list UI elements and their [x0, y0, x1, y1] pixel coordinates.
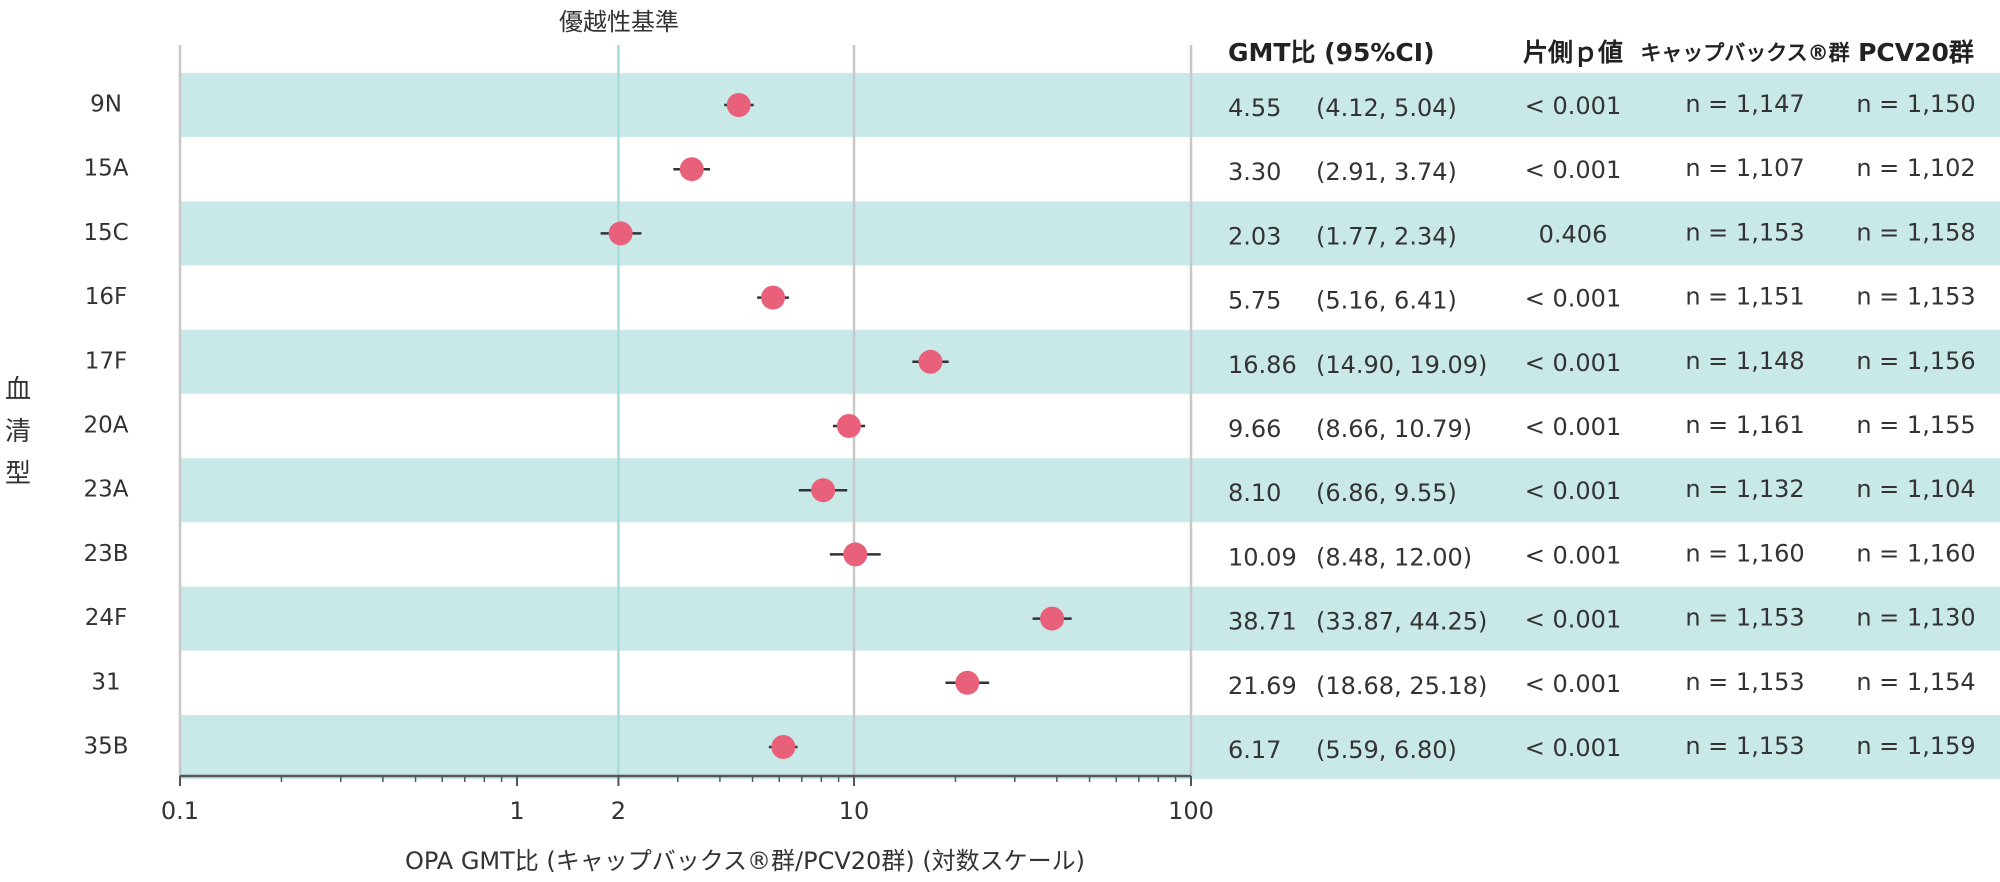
y-axis-label: 血清型 [5, 375, 31, 489]
p-value: < 0.001 [1525, 92, 1621, 120]
category-label: 15A [83, 156, 128, 182]
row-band [180, 586, 2000, 651]
ci-value: (18.68, 25.18) [1316, 672, 1487, 700]
p-value: < 0.001 [1525, 541, 1621, 569]
n-group1: n = 1,107 [1685, 154, 1804, 182]
ci-value: (1.77, 2.34) [1316, 222, 1457, 250]
gmt-value: 8.10 [1228, 479, 1281, 507]
p-value: < 0.001 [1525, 349, 1621, 377]
n-group2: n = 1,150 [1856, 90, 1975, 118]
n-group1: n = 1,147 [1685, 90, 1804, 118]
n-group2: n = 1,156 [1856, 347, 1975, 375]
category-label: 15C [83, 220, 128, 246]
x-axis-label: OPA GMT比 (キャップバックス®群/PCV20群) (対数スケール) [405, 847, 1085, 875]
n-group1: n = 1,161 [1685, 411, 1804, 439]
point [761, 285, 786, 310]
n-group2: n = 1,153 [1856, 283, 1975, 311]
background [178, 45, 2000, 779]
gmt-value: 16.86 [1228, 351, 1297, 379]
gmt-value: 38.71 [1228, 608, 1297, 636]
row-band [180, 73, 2000, 137]
point [608, 221, 633, 246]
x-tick-label: 2 [611, 797, 626, 825]
n-group2: n = 1,130 [1856, 604, 1975, 632]
n-group1: n = 1,132 [1685, 475, 1804, 503]
p-value: < 0.001 [1525, 734, 1621, 762]
ci-value: (5.16, 6.41) [1316, 287, 1457, 315]
n-group2: n = 1,102 [1856, 154, 1975, 182]
category-label: 24F [85, 605, 128, 631]
point [843, 542, 868, 567]
table-header: キャップバックス®群 [1640, 41, 1849, 65]
n-group1: n = 1,153 [1685, 732, 1804, 760]
n-group2: n = 1,159 [1856, 732, 1975, 760]
reference-label: 優越性基準 [559, 8, 679, 36]
category-label: 17F [85, 348, 128, 374]
n-group1: n = 1,148 [1685, 347, 1804, 375]
p-value: < 0.001 [1525, 477, 1621, 505]
gmt-value: 4.55 [1228, 94, 1281, 122]
n-group1: n = 1,151 [1685, 283, 1804, 311]
ci-value: (4.12, 5.04) [1316, 94, 1457, 122]
gmt-value: 10.09 [1228, 543, 1297, 571]
gmt-value: 6.17 [1228, 736, 1281, 764]
table-header: 片側ｐ値 [1523, 38, 1623, 68]
ci-value: (6.86, 9.55) [1316, 479, 1457, 507]
x-tick-label: 10 [839, 797, 870, 825]
gmt-value: 9.66 [1228, 415, 1281, 443]
p-value: < 0.001 [1525, 606, 1621, 634]
x-tick-label: 100 [1168, 797, 1214, 825]
point [955, 670, 980, 695]
category-label: 23B [83, 541, 128, 567]
ci-value: (5.59, 6.80) [1316, 736, 1457, 764]
category-label: 31 [91, 669, 120, 695]
category-label: 35B [83, 734, 128, 760]
p-value: < 0.001 [1525, 156, 1621, 184]
n-group1: n = 1,153 [1685, 668, 1804, 696]
ci-value: (14.90, 19.09) [1316, 351, 1487, 379]
point [836, 414, 861, 438]
ci-value: (33.87, 44.25) [1316, 608, 1487, 636]
gmt-value: 21.69 [1228, 672, 1297, 700]
point [918, 349, 943, 374]
p-value: < 0.001 [1525, 670, 1621, 698]
point [1040, 606, 1065, 631]
gmt-value: 3.30 [1228, 158, 1281, 186]
row-band [180, 458, 2000, 523]
table-header: PCV20群 [1858, 38, 1974, 67]
category-label: 16F [85, 284, 128, 310]
category-label: 20A [83, 413, 128, 439]
point [771, 735, 796, 759]
x-tick-label: 1 [509, 797, 524, 825]
gmt-value: 5.75 [1228, 287, 1281, 315]
row-band [180, 329, 2000, 394]
gmt-value: 2.03 [1228, 222, 1281, 250]
point [811, 478, 836, 503]
p-value: < 0.001 [1525, 285, 1621, 313]
category-label: 9N [90, 92, 122, 118]
point [726, 93, 751, 117]
n-group2: n = 1,104 [1856, 475, 1975, 503]
p-value: 0.406 [1539, 220, 1608, 248]
n-group2: n = 1,158 [1856, 218, 1975, 246]
point [679, 157, 704, 182]
ci-value: (8.48, 12.00) [1316, 543, 1472, 571]
ci-value: (8.66, 10.79) [1316, 415, 1472, 443]
category-label: 23A [83, 477, 128, 503]
p-value: < 0.001 [1525, 413, 1621, 441]
row-band [180, 715, 2000, 779]
ci-value: (2.91, 3.74) [1316, 158, 1457, 186]
row-band [180, 201, 2000, 266]
n-group2: n = 1,154 [1856, 668, 1975, 696]
x-tick-label: 0.1 [161, 797, 199, 825]
n-group2: n = 1,160 [1856, 539, 1975, 567]
n-group1: n = 1,153 [1685, 604, 1804, 632]
n-group2: n = 1,155 [1856, 411, 1975, 439]
table-header: GMT比 (95%CI) [1228, 38, 1435, 67]
n-group1: n = 1,153 [1685, 218, 1804, 246]
n-group1: n = 1,160 [1685, 539, 1804, 567]
